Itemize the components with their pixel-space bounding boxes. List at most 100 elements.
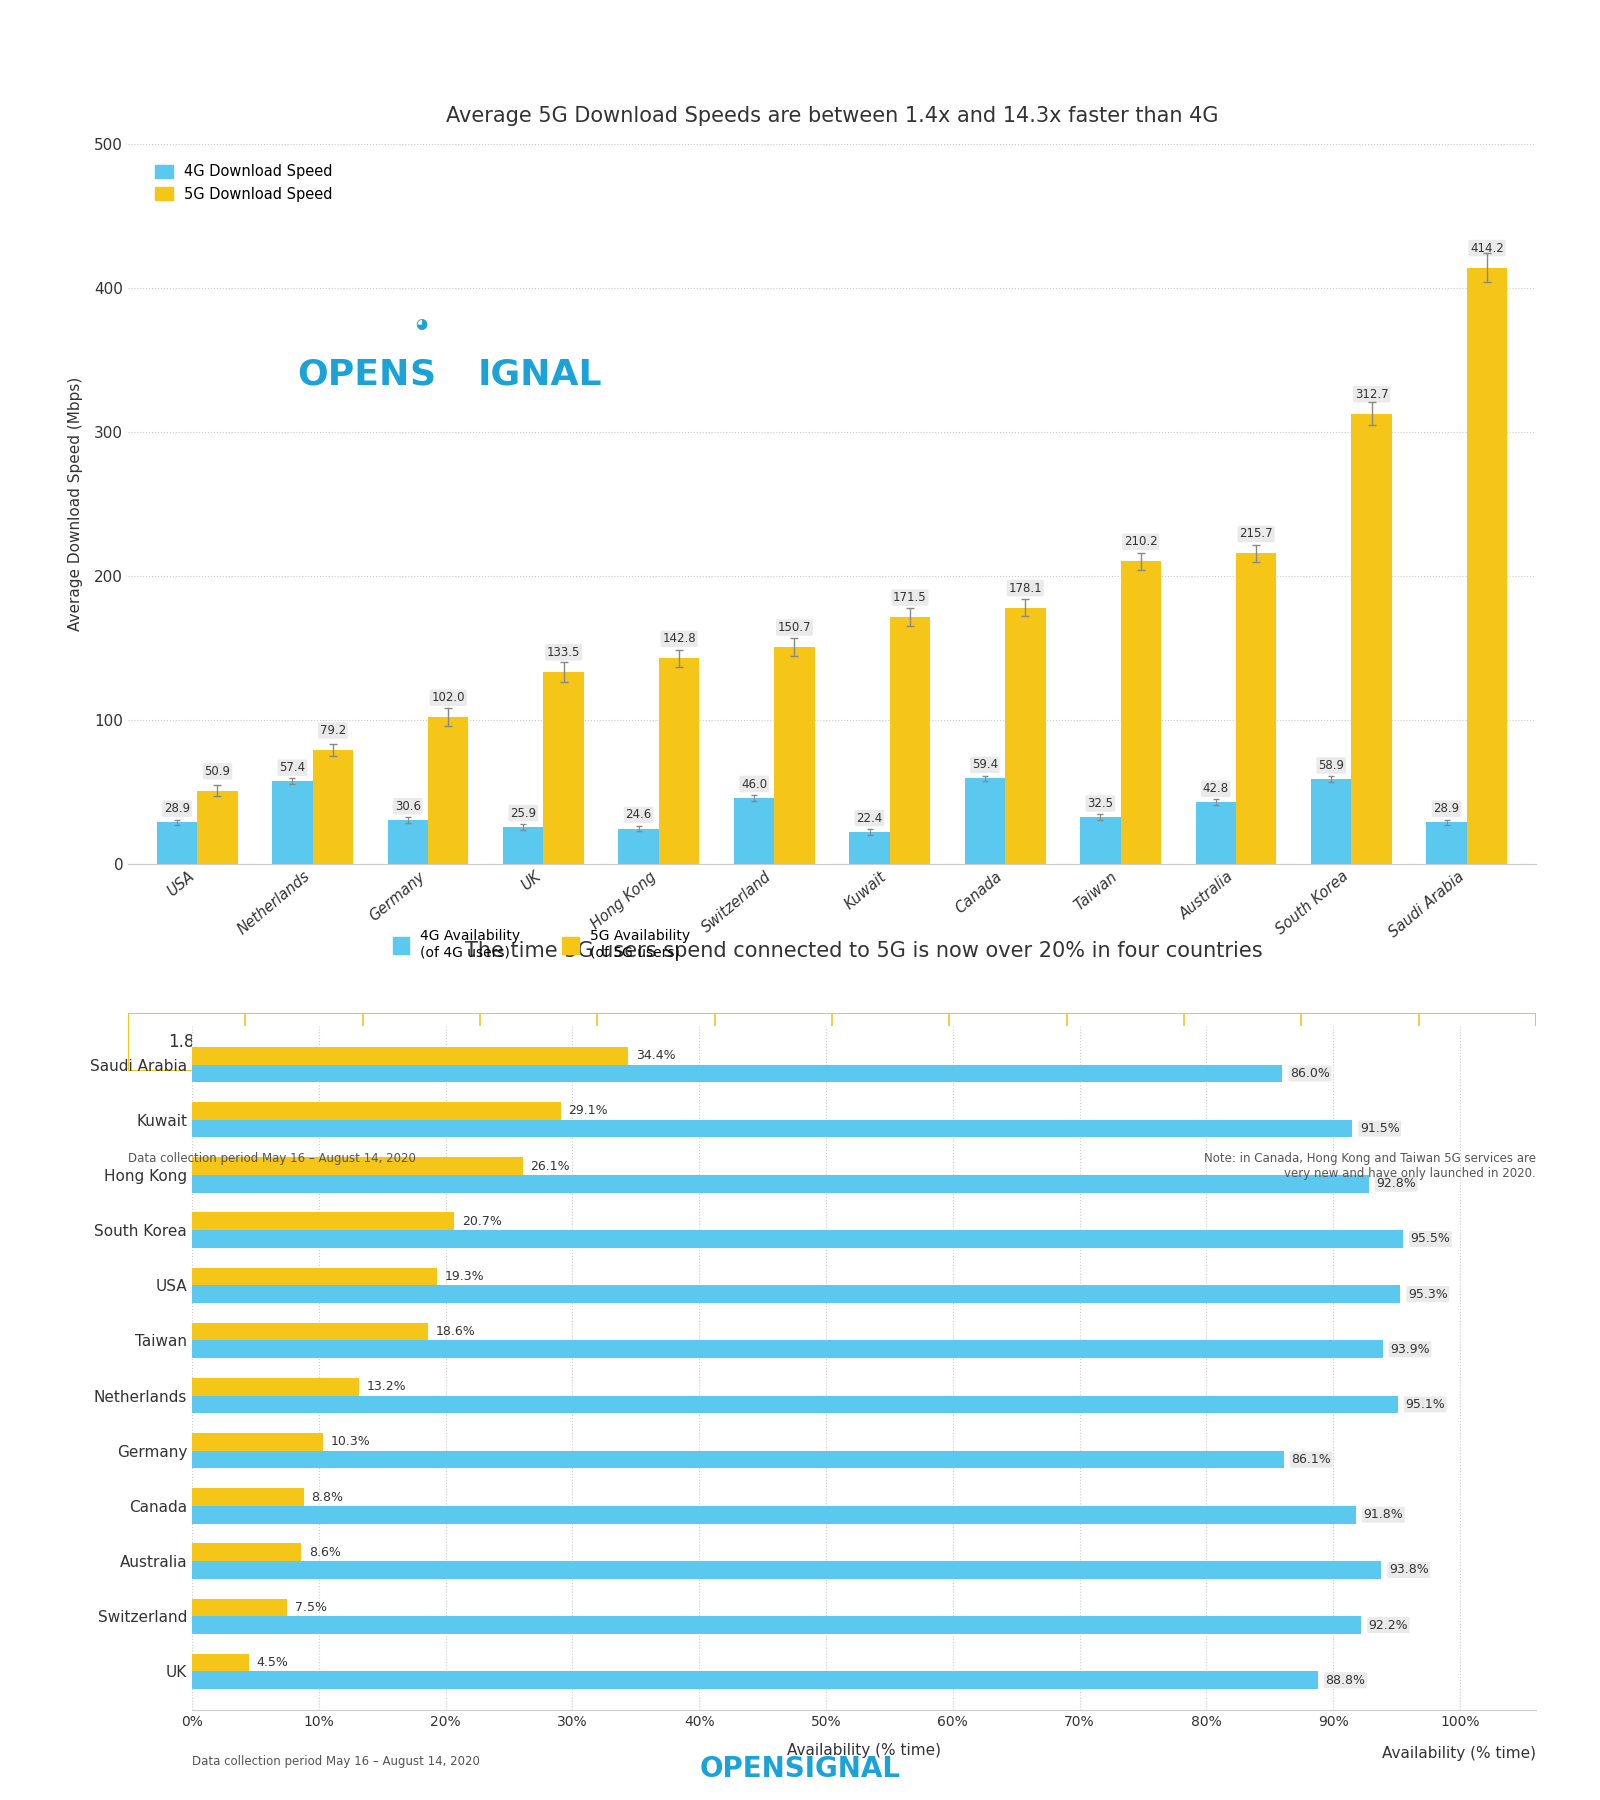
Bar [192, 1672, 1318, 1688]
Text: ◕: ◕ [414, 317, 427, 331]
Text: 414.2: 414.2 [1470, 241, 1504, 254]
Bar [192, 1267, 437, 1285]
Bar [192, 1598, 286, 1616]
Text: 5.8x: 5.8x [638, 1033, 674, 1051]
Bar [192, 1433, 323, 1451]
Text: 95.3%: 95.3% [1408, 1287, 1448, 1301]
Bar [890, 617, 930, 864]
Bar [965, 778, 1005, 864]
Bar [192, 1616, 1362, 1634]
Text: 93.8%: 93.8% [1389, 1564, 1429, 1577]
Bar [1195, 803, 1235, 864]
Text: 91.5%: 91.5% [1360, 1121, 1400, 1136]
Text: Note: in Canada, Hong Kong and Taiwan 5G services are
very new and have only lau: Note: in Canada, Hong Kong and Taiwan 5G… [1205, 1152, 1536, 1181]
Bar [192, 1379, 360, 1395]
Text: 86.0%: 86.0% [1290, 1067, 1330, 1080]
Bar [157, 823, 197, 864]
Text: 14.3x: 14.3x [1454, 1033, 1501, 1051]
Text: 92.2%: 92.2% [1368, 1618, 1408, 1631]
Bar [1467, 268, 1507, 864]
Text: 4.5%: 4.5% [256, 1656, 288, 1669]
Bar [1080, 817, 1120, 864]
Bar [1235, 553, 1277, 864]
Text: 19.3%: 19.3% [445, 1271, 483, 1283]
Text: 3.0x: 3.0x [990, 1033, 1026, 1051]
Title: The time 5G users spend connected to 5G is now over 20% in four countries: The time 5G users spend connected to 5G … [466, 941, 1262, 961]
Text: Number of times faster 5G vs 4G: Number of times faster 5G vs 4G [696, 1093, 968, 1107]
Text: S: S [410, 358, 435, 391]
Text: 5.0x: 5.0x [1224, 1033, 1261, 1051]
Bar [192, 1229, 1403, 1247]
Text: 3.3x: 3.3x [403, 1033, 440, 1051]
Bar [774, 646, 814, 864]
Legend: 4G Download Speed, 5G Download Speed: 4G Download Speed, 5G Download Speed [149, 158, 339, 207]
Y-axis label: Average Download Speed (Mbps): Average Download Speed (Mbps) [69, 376, 83, 632]
Bar [197, 790, 238, 864]
Bar [734, 797, 774, 864]
Text: 7.7x: 7.7x [872, 1033, 909, 1051]
Text: 32.5: 32.5 [1088, 797, 1114, 810]
Bar [1120, 562, 1162, 864]
Bar [1352, 414, 1392, 864]
Bar [192, 1395, 1398, 1413]
Text: 91.8%: 91.8% [1363, 1508, 1403, 1521]
Text: 59.4: 59.4 [971, 758, 998, 770]
Text: 93.9%: 93.9% [1390, 1343, 1430, 1355]
Text: 142.8: 142.8 [662, 632, 696, 646]
Bar [192, 1102, 562, 1120]
Bar [544, 671, 584, 864]
Bar [659, 659, 699, 864]
Text: 210.2: 210.2 [1123, 535, 1157, 549]
Text: 22.4: 22.4 [856, 812, 883, 824]
Text: OPEN: OPEN [298, 358, 410, 391]
Bar [192, 1489, 304, 1507]
Bar [850, 832, 890, 864]
Bar [192, 1213, 454, 1229]
Text: 3.3x: 3.3x [755, 1033, 792, 1051]
Bar [192, 1157, 523, 1175]
Bar [192, 1048, 629, 1064]
Text: 150.7: 150.7 [778, 621, 811, 634]
Bar [619, 828, 659, 864]
Text: 5.3x: 5.3x [1342, 1033, 1378, 1051]
Text: 42.8: 42.8 [1203, 783, 1229, 796]
Text: 18.6%: 18.6% [435, 1325, 475, 1337]
Text: 5.2x: 5.2x [520, 1033, 557, 1051]
Bar [192, 1654, 250, 1672]
Text: 46.0: 46.0 [741, 778, 766, 790]
Text: 24.6: 24.6 [626, 808, 651, 821]
Text: 79.2: 79.2 [320, 724, 346, 736]
Text: 28.9: 28.9 [163, 803, 190, 815]
Text: 178.1: 178.1 [1008, 581, 1042, 594]
Text: 133.5: 133.5 [547, 646, 581, 659]
Bar [192, 1064, 1283, 1082]
Bar [192, 1543, 301, 1561]
Text: 57.4: 57.4 [280, 761, 306, 774]
Bar [1310, 779, 1352, 864]
Text: 1.8x: 1.8x [168, 1033, 205, 1051]
Text: 28.9: 28.9 [1434, 803, 1459, 815]
Text: 50.9: 50.9 [205, 765, 230, 778]
Text: 95.5%: 95.5% [1411, 1233, 1450, 1246]
Text: Data collection period May 16 – August 14, 2020: Data collection period May 16 – August 1… [128, 1152, 416, 1165]
Text: 8.6%: 8.6% [309, 1546, 341, 1559]
Bar [192, 1451, 1283, 1469]
Text: Data collection period May 16 – August 14, 2020: Data collection period May 16 – August 1… [192, 1755, 480, 1768]
Text: 30.6: 30.6 [395, 799, 421, 814]
Bar [192, 1507, 1355, 1523]
Text: 25.9: 25.9 [510, 806, 536, 819]
Bar [312, 751, 354, 864]
Text: 26.1%: 26.1% [531, 1159, 570, 1172]
Text: 34.4%: 34.4% [635, 1049, 675, 1062]
Text: 86.1%: 86.1% [1291, 1453, 1331, 1465]
Text: IGNAL: IGNAL [477, 358, 602, 391]
Bar [192, 1175, 1368, 1193]
Text: 171.5: 171.5 [893, 590, 926, 605]
Bar [192, 1285, 1400, 1303]
Text: 92.8%: 92.8% [1376, 1177, 1416, 1190]
Text: 20.7%: 20.7% [462, 1215, 502, 1228]
Text: 7.5%: 7.5% [294, 1600, 326, 1615]
Text: 215.7: 215.7 [1240, 527, 1274, 540]
Bar [502, 826, 544, 864]
Text: 58.9: 58.9 [1318, 760, 1344, 772]
